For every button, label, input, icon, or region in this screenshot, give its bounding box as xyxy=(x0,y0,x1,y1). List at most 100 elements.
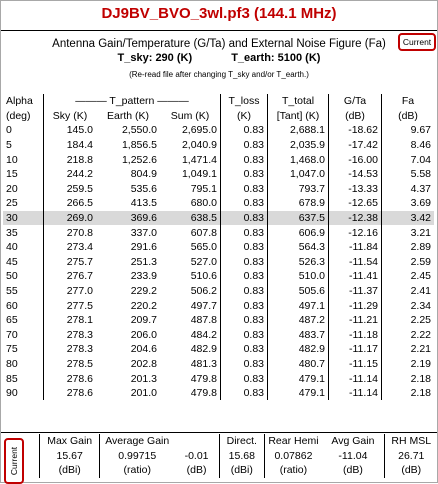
table-cell: 206.0 xyxy=(96,328,160,343)
summary-value-cell: 0.99715 xyxy=(100,449,174,464)
table-cell: 30 xyxy=(3,211,44,226)
summary-header-cell: Avg Gain xyxy=(322,434,384,449)
current-button-side[interactable]: Current xyxy=(4,438,24,484)
table-cell: 680.0 xyxy=(160,196,221,211)
summary-value-cell: 0.07862 xyxy=(264,449,322,464)
table-cell: 275.7 xyxy=(44,255,97,270)
table-cell: 482.9 xyxy=(268,342,329,357)
table-cell: 0.83 xyxy=(221,298,268,313)
title-divider xyxy=(1,30,437,31)
table-cell: 65 xyxy=(3,313,44,328)
table-cell: 481.3 xyxy=(160,357,221,372)
table-cell: 535.6 xyxy=(96,182,160,197)
col-t-loss-header: T_loss xyxy=(221,94,268,109)
table-cell: 244.2 xyxy=(44,167,97,182)
col-sky-header: Sky (K) xyxy=(44,109,97,124)
table-cell: 2.19 xyxy=(382,357,435,372)
table-cell: 145.0 xyxy=(44,123,97,138)
table-cell: 10 xyxy=(3,152,44,167)
table-cell: 337.0 xyxy=(96,225,160,240)
table-cell: 278.6 xyxy=(44,371,97,386)
table-cell: 1,049.1 xyxy=(160,167,221,182)
table-cell: 3.42 xyxy=(382,211,435,226)
col-g-ta-header: G/Ta xyxy=(329,94,382,109)
table-header-row-2: (deg) Sky (K) Earth (K) Sum (K) (K) [Tan… xyxy=(3,109,434,124)
table-cell: 60 xyxy=(3,298,44,313)
col-g-ta-unit: (dB) xyxy=(329,109,382,124)
table-cell: 0.83 xyxy=(221,386,268,401)
table-cell: 2,688.1 xyxy=(268,123,329,138)
table-cell: 266.5 xyxy=(44,196,97,211)
table-cell: 0.83 xyxy=(221,211,268,226)
table-cell: 90 xyxy=(3,386,44,401)
table-cell: 45 xyxy=(3,255,44,270)
table-cell: 273.4 xyxy=(44,240,97,255)
table-cell: 795.1 xyxy=(160,182,221,197)
table-cell: -11.21 xyxy=(329,313,382,328)
summary-header-cell xyxy=(174,434,220,449)
summary-unit-cell: (dB) xyxy=(384,463,438,478)
table-cell: 1,471.4 xyxy=(160,152,221,167)
table-cell: 505.6 xyxy=(268,284,329,299)
table-cell: 277.0 xyxy=(44,284,97,299)
table-cell: 0.83 xyxy=(221,357,268,372)
col-t-total-header: T_total xyxy=(268,94,329,109)
summary-value-cell: 15.68 xyxy=(220,449,264,464)
table-cell: 202.8 xyxy=(96,357,160,372)
summary-unit-cell: (dBi) xyxy=(220,463,264,478)
table-cell: -11.54 xyxy=(329,255,382,270)
table-cell: 201.3 xyxy=(96,371,160,386)
table-cell: 479.1 xyxy=(268,386,329,401)
table-cell: 497.7 xyxy=(160,298,221,313)
table-cell: 483.7 xyxy=(268,328,329,343)
table-cell: 270.8 xyxy=(44,225,97,240)
table-cell: 5 xyxy=(3,138,44,153)
subtitle: Antenna Gain/Temperature (G/Ta) and Exte… xyxy=(0,38,438,50)
table-cell: 0.83 xyxy=(221,123,268,138)
summary-unit-cell: (dB) xyxy=(174,463,220,478)
table-cell: 9.67 xyxy=(382,123,435,138)
table-cell: 291.6 xyxy=(96,240,160,255)
table-cell: 497.1 xyxy=(268,298,329,313)
table-cell: 201.0 xyxy=(96,386,160,401)
col-earth-header: Earth (K) xyxy=(96,109,160,124)
table-cell: 277.5 xyxy=(44,298,97,313)
summary-header-cell: RH MSL xyxy=(384,434,438,449)
table-cell: 607.8 xyxy=(160,225,221,240)
table-cell: -11.14 xyxy=(329,371,382,386)
table-cell: 564.3 xyxy=(268,240,329,255)
table-cell: -12.16 xyxy=(329,225,382,240)
table-cell: 637.5 xyxy=(268,211,329,226)
table-cell: 1,047.0 xyxy=(268,167,329,182)
table-cell: 480.7 xyxy=(268,357,329,372)
table-cell: 8.46 xyxy=(382,138,435,153)
table-cell: -18.62 xyxy=(329,123,382,138)
table-cell: 229.2 xyxy=(96,284,160,299)
table-cell: 220.2 xyxy=(96,298,160,313)
current-button-top[interactable]: Current xyxy=(398,33,436,51)
table-cell: 0.83 xyxy=(221,196,268,211)
table-cell: 259.5 xyxy=(44,182,97,197)
table-cell: 25 xyxy=(3,196,44,211)
table-cell: 15 xyxy=(3,167,44,182)
table-cell: 2.25 xyxy=(382,313,435,328)
summary-value-cell: -0.01 xyxy=(174,449,220,464)
summary-header-cell: Max Gain xyxy=(40,434,100,449)
table-cell: 2.41 xyxy=(382,284,435,299)
table-cell: 278.5 xyxy=(44,357,97,372)
table-cell: 1,468.0 xyxy=(268,152,329,167)
file-title: DJ9BV_BVO_3wl.pf3 (144.1 MHz) xyxy=(0,5,438,22)
table-cell: 3.21 xyxy=(382,225,435,240)
table-cell: 0.83 xyxy=(221,371,268,386)
